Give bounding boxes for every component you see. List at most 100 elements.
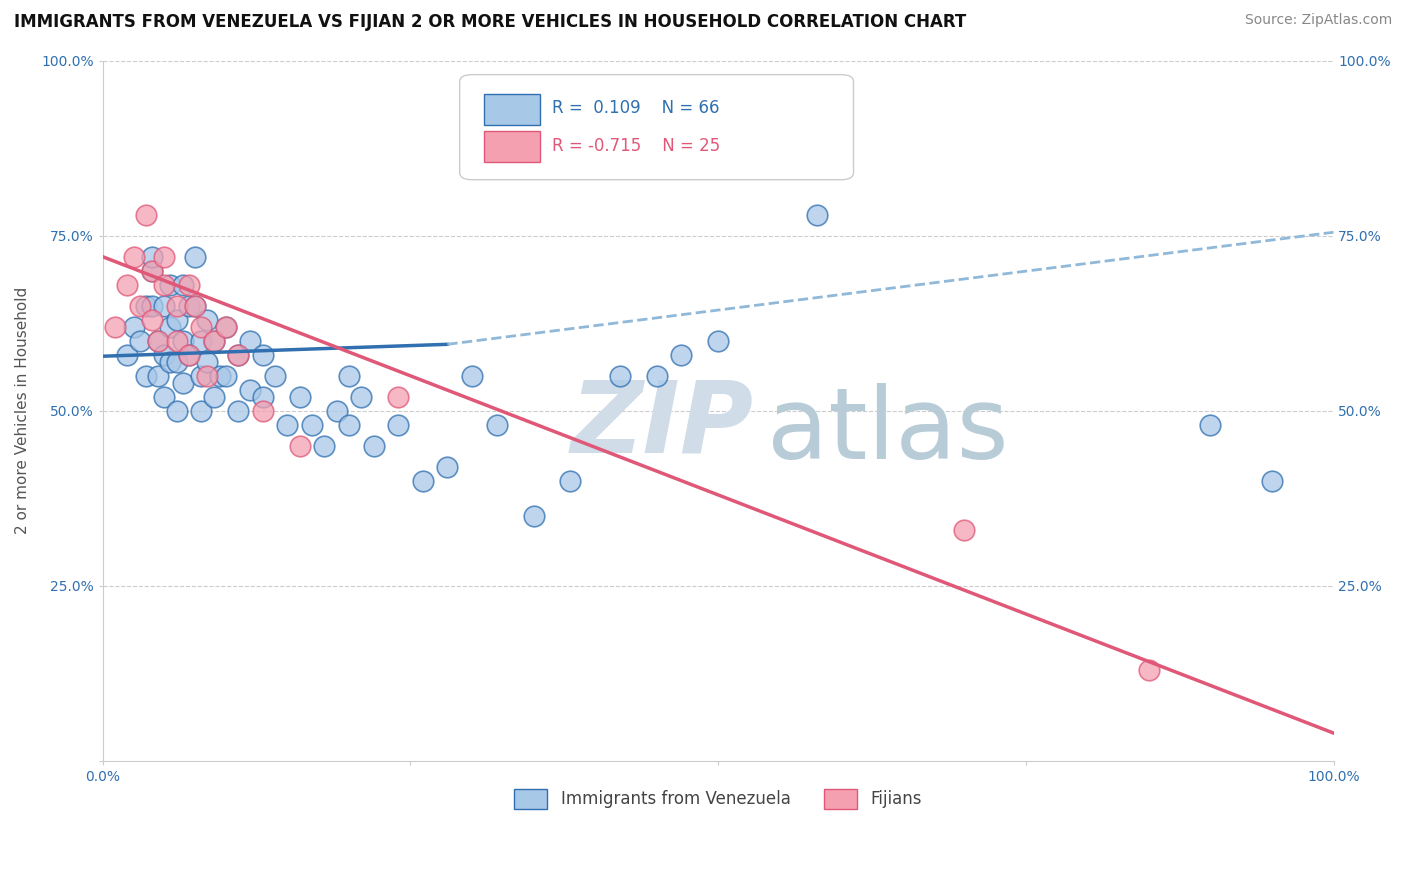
Point xyxy=(1199,417,1222,432)
Point xyxy=(485,417,508,432)
Point xyxy=(117,348,139,362)
Text: atlas: atlas xyxy=(768,384,1010,481)
Point xyxy=(190,404,212,418)
Point xyxy=(522,508,544,523)
Legend: Immigrants from Venezuela, Fijians: Immigrants from Venezuela, Fijians xyxy=(508,782,929,816)
Point xyxy=(135,368,157,383)
Point xyxy=(190,368,212,383)
Point xyxy=(172,376,194,390)
Point xyxy=(252,404,274,418)
Point xyxy=(226,348,249,362)
Point xyxy=(387,390,409,404)
Point xyxy=(645,368,668,383)
Point xyxy=(239,334,262,348)
Point xyxy=(202,334,225,348)
Point xyxy=(177,299,200,313)
Point xyxy=(135,299,157,313)
Point xyxy=(141,299,163,313)
Point xyxy=(177,348,200,362)
Point xyxy=(159,355,181,369)
Point xyxy=(146,334,169,348)
Point xyxy=(387,417,409,432)
Point xyxy=(195,355,218,369)
Point xyxy=(104,319,127,334)
Point xyxy=(461,368,484,383)
Point xyxy=(288,390,311,404)
Point xyxy=(436,459,458,474)
Point xyxy=(252,348,274,362)
Point xyxy=(122,319,145,334)
Point xyxy=(128,299,150,313)
Point xyxy=(195,313,218,327)
Point xyxy=(141,250,163,264)
Point xyxy=(239,383,262,397)
Point xyxy=(953,523,976,537)
FancyBboxPatch shape xyxy=(484,94,540,125)
Point xyxy=(609,368,631,383)
Point xyxy=(184,250,207,264)
Point xyxy=(560,474,582,488)
Point xyxy=(190,334,212,348)
FancyBboxPatch shape xyxy=(460,75,853,179)
Point xyxy=(208,368,231,383)
Text: ZIP: ZIP xyxy=(571,376,754,474)
Point xyxy=(1261,474,1284,488)
Point xyxy=(122,250,145,264)
Point xyxy=(325,404,347,418)
Text: R =  0.109    N = 66: R = 0.109 N = 66 xyxy=(553,99,720,117)
Point xyxy=(159,277,181,292)
Point xyxy=(195,368,218,383)
Point xyxy=(166,355,188,369)
Point xyxy=(707,334,730,348)
Point xyxy=(806,208,828,222)
Point xyxy=(141,313,163,327)
Point xyxy=(184,299,207,313)
Point xyxy=(166,313,188,327)
Point xyxy=(314,439,336,453)
Point xyxy=(153,390,176,404)
Point xyxy=(184,299,207,313)
Point xyxy=(1137,663,1160,677)
Point xyxy=(202,390,225,404)
Point xyxy=(153,299,176,313)
Point xyxy=(166,299,188,313)
Text: IMMIGRANTS FROM VENEZUELA VS FIJIAN 2 OR MORE VEHICLES IN HOUSEHOLD CORRELATION : IMMIGRANTS FROM VENEZUELA VS FIJIAN 2 OR… xyxy=(14,13,966,31)
Point xyxy=(412,474,434,488)
Point xyxy=(135,208,157,222)
Point xyxy=(215,368,238,383)
Point xyxy=(337,417,360,432)
Point xyxy=(141,264,163,278)
Point xyxy=(264,368,287,383)
Point xyxy=(128,334,150,348)
Point xyxy=(215,319,238,334)
Point xyxy=(226,348,249,362)
Point xyxy=(177,348,200,362)
Point xyxy=(177,277,200,292)
Point xyxy=(190,319,212,334)
Point xyxy=(146,368,169,383)
Point xyxy=(166,404,188,418)
Y-axis label: 2 or more Vehicles in Household: 2 or more Vehicles in Household xyxy=(15,287,30,534)
Point xyxy=(146,334,169,348)
Point xyxy=(276,417,298,432)
Point xyxy=(226,404,249,418)
Point xyxy=(117,277,139,292)
Point xyxy=(166,334,188,348)
Point xyxy=(153,277,176,292)
Point xyxy=(141,264,163,278)
Point xyxy=(202,334,225,348)
Point xyxy=(288,439,311,453)
Point xyxy=(363,439,385,453)
Point xyxy=(172,277,194,292)
Point xyxy=(350,390,373,404)
Point xyxy=(215,319,238,334)
Point xyxy=(172,334,194,348)
Point xyxy=(159,319,181,334)
Point xyxy=(153,348,176,362)
Point xyxy=(301,417,323,432)
Point xyxy=(671,348,693,362)
FancyBboxPatch shape xyxy=(484,131,540,162)
Point xyxy=(337,368,360,383)
Point xyxy=(153,250,176,264)
Text: Source: ZipAtlas.com: Source: ZipAtlas.com xyxy=(1244,13,1392,28)
